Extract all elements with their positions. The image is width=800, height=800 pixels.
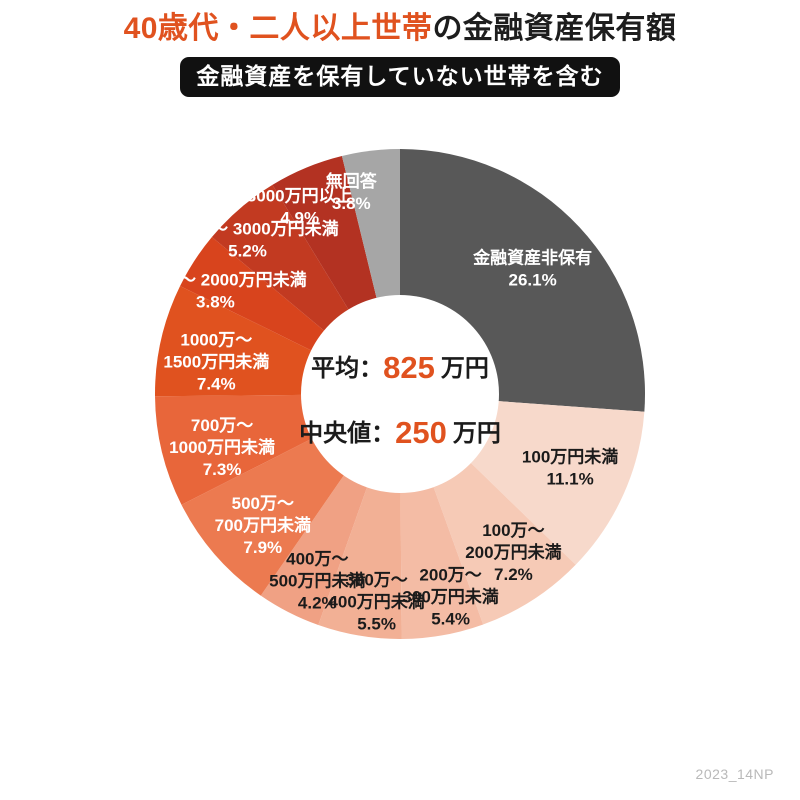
slice-label-1000-1500: 1000万～ 1500万円未満 7.4% [163, 331, 269, 394]
slice-label-300-400: 300万～ 400万円未満 5.5% [328, 571, 424, 634]
page-title: 40歳代・二人以上世帯の金融資産保有額 [0, 0, 800, 45]
page-title-plain: の金融資産保有額 [432, 12, 677, 45]
slice-label-over-3000: 3000万円以上 4.9% [247, 187, 353, 228]
donut-center-hole [301, 295, 499, 493]
chart-header: 40歳代・二人以上世帯の金融資産保有額 金融資産を保有していない世帯を含む [0, 0, 800, 98]
slice-label-100-200: 100万～ 200万円未満 7.2% [465, 521, 561, 584]
median-label: 中央値： [299, 420, 395, 447]
slice-label-no-answer: 無回答 3.8% [326, 171, 378, 213]
chart-subtitle: 金融資産を保有していない世帯を含む [180, 57, 620, 98]
slice-label-200-300: 200万～ 300万円未満 5.4% [402, 566, 498, 629]
donut-chart: 金融資産非保有 26.1% 100万円未満 11.1% 100万～ 200万円未満 7.2%… [124, 149, 646, 640]
donut-chart-area: 金融資産非保有 26.1% 100万円未満 11.1% 100万～ 200万円未満 7.2%… [0, 122, 800, 682]
footer-note: 2023_14NP [695, 766, 774, 782]
slice-label-400-500: 400万～ 500万円未満 4.2% [269, 550, 365, 613]
median-value: 250 [395, 415, 447, 450]
mean-row: 平均：825 万円 [311, 350, 489, 385]
slice-label-700-1000: 700万～ 1000万円未満 7.3% [169, 416, 275, 479]
slice-label-2000-3000: 2000万～ 3000万円未満 5.2% [156, 219, 338, 261]
slice-label-500-700: 500万～ 700万円未満 7.9% [215, 494, 311, 557]
mean-value: 825 [383, 350, 435, 385]
median-row: 中央値：250 万円 [299, 415, 501, 450]
mean-unit: 万円 [441, 355, 489, 382]
page-title-accent: 40歳代・二人以上世帯 [123, 12, 433, 45]
subtitle-container: 金融資産を保有していない世帯を含む [0, 57, 800, 98]
slice-label-1500-2000: 1500万～ 2000万円未満 3.8% [124, 270, 306, 312]
donut-label-group: 金融資産非保有 26.1% 100万円未満 11.1% 100万～ 200万円未満 7.2%… [124, 171, 618, 633]
slice-label-no-assets: 金融資産非保有 26.1% [472, 248, 592, 290]
slice-label-under-100: 100万円未満 11.1% [522, 447, 618, 489]
median-unit: 万円 [453, 420, 501, 447]
donut-center-text: 平均：825 万円 中央値：250 万円 [299, 350, 501, 450]
mean-label: 平均： [311, 354, 383, 382]
